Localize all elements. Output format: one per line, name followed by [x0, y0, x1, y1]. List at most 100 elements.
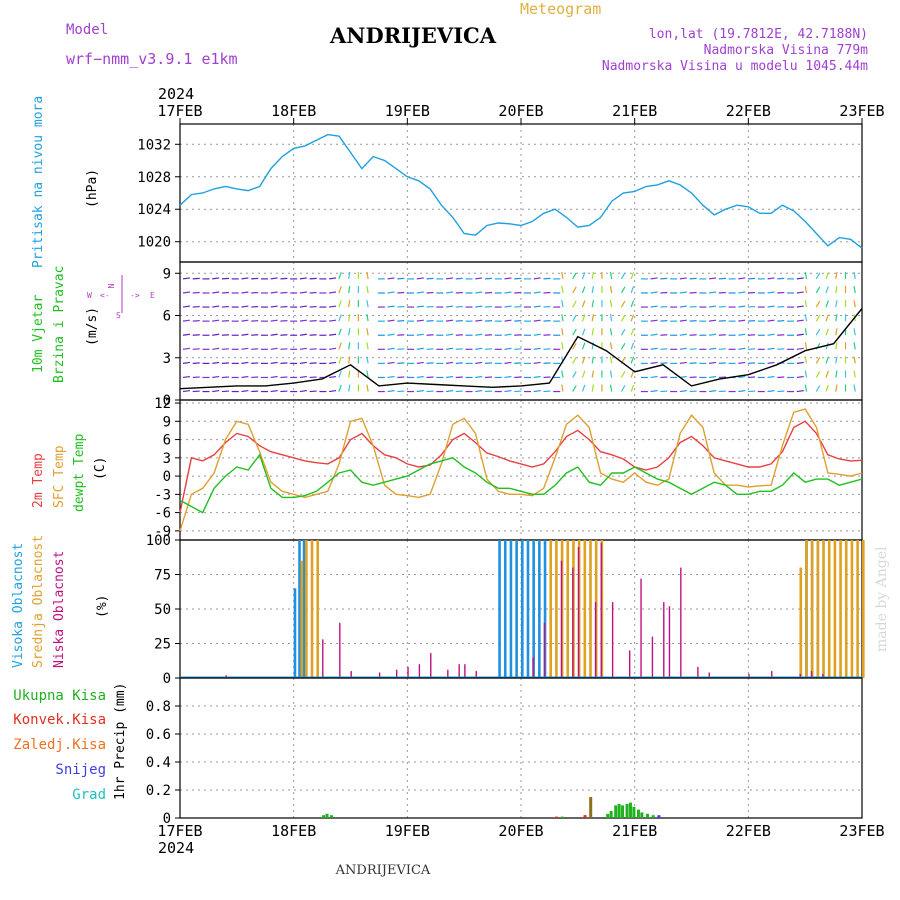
wind-barb: [212, 389, 220, 393]
wind-barb: [182, 389, 191, 393]
wind-barb: [504, 277, 512, 280]
wind-barb: [767, 291, 775, 294]
bottom-date-label: 22FEB: [726, 822, 771, 840]
cloud-bar-mid_cloud: [300, 560, 304, 678]
cloud-bar-low_cloud: [628, 650, 631, 678]
wind-barb: [182, 291, 191, 294]
cloud-bar-mid_cloud: [589, 540, 592, 678]
top-date-label: 20FEB: [498, 102, 543, 120]
precip-bar-total_precip: [322, 815, 326, 818]
wind-barb: [329, 375, 337, 379]
wind-barb: [609, 356, 613, 364]
wind-barb: [572, 328, 577, 336]
wind-barb: [366, 271, 369, 280]
wind-barb: [241, 333, 249, 336]
cloud-bar-high_cloud: [521, 540, 524, 678]
wind-barb: [853, 285, 856, 294]
cloud-bar-high_cloud: [298, 540, 301, 678]
wind-barb: [650, 319, 658, 322]
wind-barb: [504, 389, 512, 393]
wind-barb: [630, 286, 635, 294]
wind-barb: [853, 342, 856, 350]
wind-barb: [815, 314, 821, 322]
wind-barb: [338, 286, 342, 294]
wind-barb: [416, 277, 424, 280]
wind-barb: [650, 361, 658, 364]
wind-barb: [366, 370, 369, 378]
cloud-bar-low_cloud: [322, 639, 324, 678]
temp-tick-label: 12: [154, 396, 171, 412]
altitude-label: Nadmorska Visina 779m: [704, 43, 869, 58]
wind-barb: [387, 347, 395, 350]
wind-barb: [767, 333, 775, 336]
wind-barb: [709, 347, 717, 350]
precip-bar-total_precip: [609, 811, 613, 818]
cloud-bar-mid_cloud: [310, 540, 314, 678]
wind-barb: [270, 361, 278, 364]
cloud-bar-low_cloud: [680, 567, 682, 678]
cloud-bar-mid_cloud: [549, 540, 553, 678]
wind-barb: [853, 370, 856, 378]
temp-series-temp2m: [179, 420, 863, 513]
model-label: Model: [66, 22, 108, 38]
cloud-bar-high_cloud: [302, 540, 306, 678]
top-date-label: 22FEB: [726, 102, 771, 120]
wind-barb: [348, 285, 351, 294]
wind-barb: [329, 291, 337, 294]
wind-barb: [182, 277, 191, 280]
wind-barb: [804, 314, 808, 322]
wind-barb: [348, 314, 351, 322]
wind-barb: [796, 319, 804, 322]
wind-barb: [679, 361, 687, 364]
wind-barb: [475, 389, 483, 393]
wind-barb: [815, 300, 821, 308]
wind-barb: [475, 375, 483, 379]
wind-barb: [767, 375, 775, 379]
wind-barb: [609, 342, 613, 350]
wind-barb: [561, 285, 564, 294]
wind-barb: [738, 361, 746, 364]
svg-text:E: E: [150, 291, 155, 300]
svg-text:W: W: [87, 291, 92, 300]
pressure-tick-label: 1028: [137, 170, 171, 186]
year-label-bottom: 2024: [158, 839, 194, 857]
wind-barb: [825, 370, 829, 378]
wind-barb: [366, 342, 369, 350]
page-title: ANDRIJEVICA: [329, 23, 497, 48]
wind-barb: [804, 342, 808, 350]
wind-barb: [581, 286, 586, 294]
wind-barb: [475, 277, 483, 280]
wind-barb: [825, 384, 829, 392]
wind-barb: [679, 347, 687, 350]
wind-barb: [572, 357, 577, 364]
cloud-bar-mid_cloud: [805, 540, 808, 678]
wind-barb: [738, 305, 746, 308]
wind-barb: [679, 319, 687, 322]
wind-barb: [835, 384, 838, 392]
wind-barb: [815, 371, 821, 378]
wind-barb: [299, 319, 307, 322]
wind-barb: [212, 347, 220, 350]
wind-barb: [533, 291, 541, 294]
wind-barb: [182, 361, 191, 364]
wind-barb: [366, 328, 369, 336]
precip-tick-label: 0.2: [146, 783, 171, 799]
wind-barb: [533, 347, 541, 350]
wind-barb: [299, 333, 307, 336]
wind-barb: [299, 361, 307, 364]
wind-barb: [630, 384, 635, 392]
wind-barb: [796, 277, 804, 280]
wind-barb: [804, 328, 808, 336]
bottom-date-axis: 17FEB 18FEB 19FEB 20FEB 21FEB 22FEB 23FEB: [157, 822, 884, 840]
wind-barb: [338, 272, 342, 280]
wind-barb: [572, 300, 577, 308]
wind-barb: [796, 389, 804, 393]
wind-barb: [241, 361, 249, 364]
cloud-bar-low_cloud: [810, 671, 813, 678]
wind-barb: [609, 285, 613, 294]
cloud-ylabel: (%): [95, 595, 110, 618]
cloud-bar-high_cloud: [526, 540, 530, 678]
wind-barb: [270, 389, 278, 393]
cloud-bar-mid_cloud: [850, 540, 854, 678]
precip-bar-total_precip: [325, 813, 329, 818]
